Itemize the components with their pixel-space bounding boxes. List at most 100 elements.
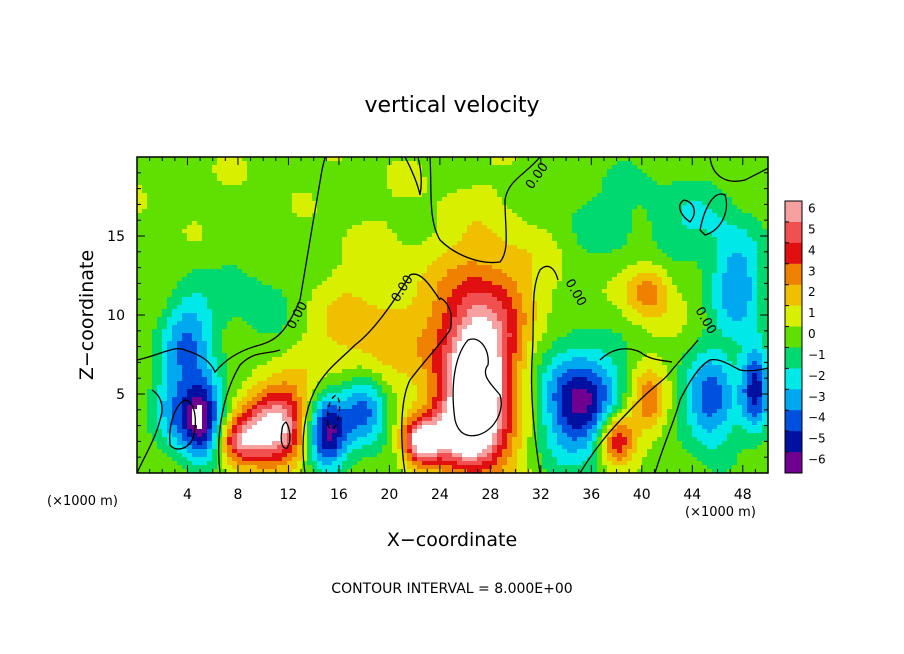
heatmap-cell — [437, 165, 443, 170]
heatmap-cell — [347, 173, 353, 178]
heatmap-cell — [552, 301, 558, 306]
heatmap-cell — [142, 225, 148, 230]
heatmap-cell — [352, 269, 358, 274]
heatmap-cell — [197, 185, 203, 190]
heatmap-cell — [382, 285, 388, 290]
heatmap-cell — [207, 229, 213, 234]
heatmap-cell — [602, 253, 608, 258]
heatmap-cell — [452, 169, 458, 174]
heatmap-cell — [402, 197, 408, 202]
heatmap-cell — [527, 225, 533, 230]
heatmap-cell — [402, 245, 408, 250]
heatmap-cell — [397, 273, 403, 278]
heatmap-cell — [392, 261, 398, 266]
heatmap-cell — [472, 205, 478, 210]
heatmap-cell — [657, 293, 663, 298]
heatmap-cell — [632, 189, 638, 194]
heatmap-cell — [167, 201, 173, 206]
heatmap-cell — [552, 193, 558, 198]
heatmap-cell — [412, 241, 418, 246]
heatmap-cell — [222, 305, 228, 310]
heatmap-cell — [187, 221, 193, 226]
heatmap-cell — [697, 221, 703, 226]
heatmap-cell — [217, 209, 223, 214]
heatmap-cell — [672, 209, 678, 214]
heatmap-cell — [577, 305, 583, 310]
heatmap-cell — [612, 221, 618, 226]
heatmap-cell — [597, 169, 603, 174]
heatmap-cell — [717, 213, 723, 218]
heatmap-cell — [317, 229, 323, 234]
heatmap-cell — [522, 297, 528, 302]
heatmap-cell — [162, 285, 168, 290]
heatmap-cell — [137, 309, 143, 314]
heatmap-cell — [542, 261, 548, 266]
heatmap-cell — [517, 197, 523, 202]
heatmap-cell — [162, 205, 168, 210]
heatmap-cell — [537, 169, 543, 174]
heatmap-cell — [717, 305, 723, 310]
heatmap-cell — [722, 297, 728, 302]
heatmap-cell — [372, 181, 378, 186]
heatmap-cell — [327, 193, 333, 198]
heatmap-cell — [432, 209, 438, 214]
heatmap-cell — [372, 297, 378, 302]
heatmap-cell — [322, 233, 328, 238]
heatmap-cell — [267, 309, 273, 314]
heatmap-cell — [202, 225, 208, 230]
heatmap-cell — [352, 213, 358, 218]
heatmap-cell — [572, 301, 578, 306]
heatmap-cell — [507, 221, 513, 226]
heatmap-cell — [727, 205, 733, 210]
heatmap-cell — [177, 257, 183, 262]
heatmap-cell — [642, 261, 648, 266]
heatmap-cell — [572, 209, 578, 214]
heatmap-cell — [727, 245, 733, 250]
heatmap-cell — [187, 261, 193, 266]
heatmap-cell — [592, 173, 598, 178]
heatmap-cell — [552, 249, 558, 254]
heatmap-cell — [722, 197, 728, 202]
heatmap-cell — [372, 193, 378, 198]
heatmap-cell — [647, 169, 653, 174]
heatmap-cell — [762, 245, 768, 250]
heatmap-cell — [242, 169, 248, 174]
heatmap-cell — [277, 205, 283, 210]
heatmap-cell — [177, 277, 183, 282]
heatmap-cell — [377, 289, 383, 294]
heatmap-cell — [327, 249, 333, 254]
heatmap-cell — [207, 277, 213, 282]
heatmap-cell — [747, 209, 753, 214]
heatmap-cell — [752, 297, 758, 302]
heatmap-cell — [497, 209, 503, 214]
heatmap-cell — [412, 273, 418, 278]
heatmap-cell — [332, 261, 338, 266]
heatmap-cell — [197, 253, 203, 258]
heatmap-cell — [617, 201, 623, 206]
heatmap-cell — [227, 205, 233, 210]
heatmap-cell — [157, 197, 163, 202]
heatmap-cell — [342, 273, 348, 278]
heatmap-cell — [527, 213, 533, 218]
heatmap-cell — [367, 249, 373, 254]
heatmap-cell — [252, 205, 258, 210]
heatmap-cell — [502, 285, 508, 290]
heatmap-cell — [687, 293, 693, 298]
heatmap-cell — [602, 249, 608, 254]
heatmap-cell — [672, 213, 678, 218]
heatmap-cell — [477, 157, 483, 162]
heatmap-cell — [607, 181, 613, 186]
heatmap-cell — [677, 229, 683, 234]
heatmap-cell — [427, 289, 433, 294]
heatmap-cell — [442, 301, 448, 306]
heatmap-cell — [497, 297, 503, 302]
heatmap-cell — [642, 297, 648, 302]
heatmap-cell — [627, 169, 633, 174]
heatmap-cell — [142, 197, 148, 202]
heatmap-cell — [607, 285, 613, 290]
heatmap-cell — [567, 269, 573, 274]
heatmap-cell — [507, 297, 513, 302]
heatmap-cell — [517, 309, 523, 314]
heatmap-cell — [477, 297, 483, 302]
heatmap-cell — [422, 305, 428, 310]
